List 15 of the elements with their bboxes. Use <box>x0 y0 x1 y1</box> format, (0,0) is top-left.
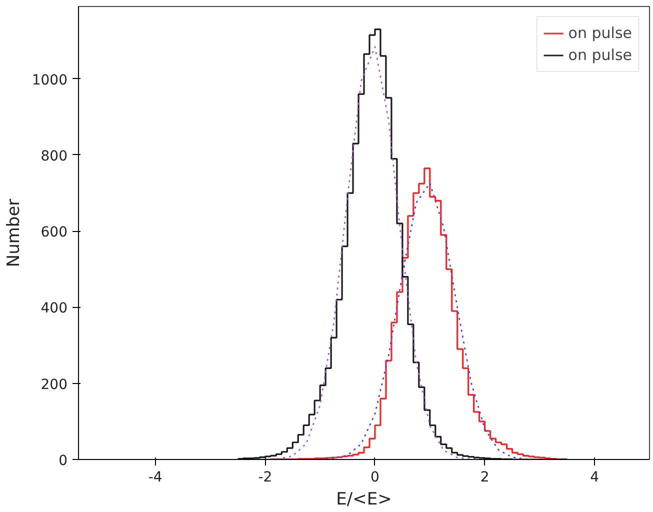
x-tick-label: -2 <box>258 470 272 486</box>
legend-label: on pulse <box>568 24 632 42</box>
y-tick-label: 1000 <box>32 72 68 88</box>
y-tick-label: 600 <box>40 224 68 241</box>
y-axis-title: Number <box>4 198 24 268</box>
y-tick-label: 800 <box>40 148 68 164</box>
x-tick-label: 2 <box>480 470 490 486</box>
x-tick-label: -4 <box>148 470 162 486</box>
x-tick-label: 4 <box>590 470 600 486</box>
y-tick-label: 0 <box>58 453 68 469</box>
x-axis-title: E/<E> <box>336 490 392 510</box>
legend-label: on pulse <box>568 46 632 64</box>
x-tick-label: 0 <box>370 470 380 486</box>
y-tick-label: 200 <box>40 376 68 393</box>
y-tick-label: 400 <box>40 300 68 317</box>
